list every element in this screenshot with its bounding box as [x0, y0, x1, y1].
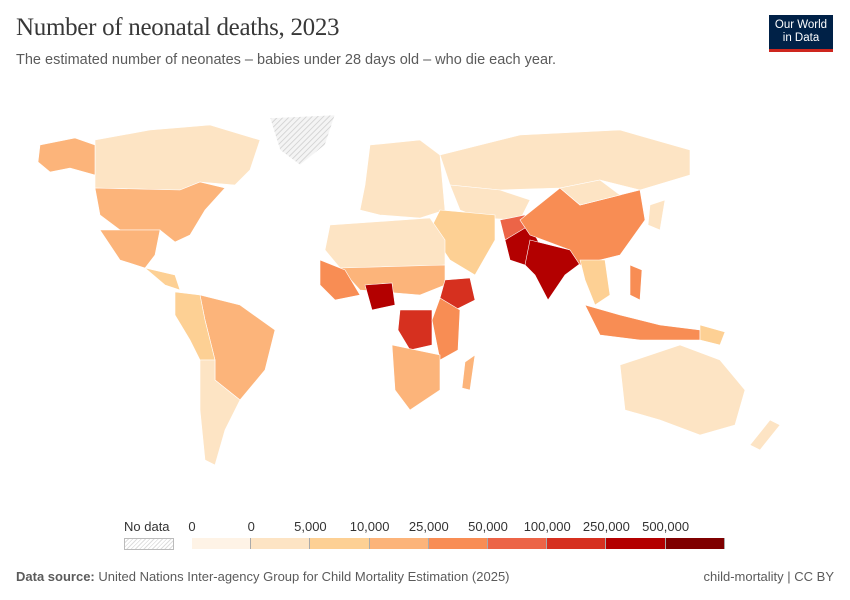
country-dr-congo[interactable] — [397, 309, 433, 351]
legend-bin[interactable] — [488, 538, 548, 549]
world-map — [37, 114, 781, 466]
source-text[interactable]: United Nations Inter-agency Group for Ch… — [98, 569, 510, 584]
country-indonesia[interactable] — [584, 304, 701, 341]
legend-no-data-label: No data — [124, 519, 170, 534]
legend-bin[interactable] — [665, 538, 725, 549]
country-australia[interactable] — [619, 344, 746, 436]
owid-logo[interactable]: Our World in Data — [769, 15, 833, 52]
source-label: Data source: — [16, 569, 95, 584]
country-madagascar[interactable] — [461, 354, 476, 391]
country-europe[interactable] — [359, 139, 446, 219]
legend-bin[interactable] — [428, 538, 488, 549]
legend-bin[interactable] — [251, 538, 311, 549]
country-mongolia[interactable] — [559, 179, 621, 206]
country-north-africa[interactable] — [324, 217, 446, 271]
country-southern-africa[interactable] — [391, 344, 441, 411]
license[interactable]: child-mortality | CC BY — [703, 569, 834, 584]
country-argentina-chile[interactable] — [199, 359, 241, 466]
legend-label: 25,000 — [408, 519, 449, 534]
legend-arrow-icon — [718, 538, 723, 549]
country-east-africa[interactable] — [431, 297, 461, 361]
legend-no-data-swatch[interactable] — [124, 538, 174, 550]
legend-label: 10,000 — [349, 519, 390, 534]
country-mexico[interactable] — [99, 229, 161, 269]
data-source: Data source: United Nations Inter-agency… — [16, 569, 510, 584]
legend-label: 500,000 — [642, 519, 690, 534]
legend-label: 0 — [247, 519, 255, 534]
country-ethiopia[interactable] — [439, 277, 476, 311]
legend-label: 5,000 — [294, 519, 327, 534]
country-west-africa[interactable] — [319, 259, 361, 301]
chart-title: Number of neonatal deaths, 2023 — [16, 14, 340, 41]
legend-label: 250,000 — [582, 519, 630, 534]
legend-bin[interactable] — [606, 538, 666, 549]
country-alaska[interactable] — [37, 137, 96, 176]
legend-bin[interactable] — [547, 538, 607, 549]
country-usa[interactable] — [94, 181, 226, 243]
country-nigeria[interactable] — [364, 282, 396, 311]
country-japan[interactable] — [647, 199, 666, 231]
legend: No data 0 0 5,000 10,000 25,000 50,000 100,000… — [0, 515, 850, 555]
legend-label: 0 — [188, 519, 196, 534]
country-papua-new-guinea[interactable] — [699, 324, 726, 346]
chart-subtitle: The estimated number of neonates – babie… — [16, 52, 557, 68]
legend-label: 100,000 — [523, 519, 571, 534]
country-central-america[interactable] — [144, 267, 181, 291]
legend-label: 50,000 — [468, 519, 508, 534]
country-greenland[interactable] — [269, 114, 336, 166]
country-canada[interactable] — [94, 124, 261, 191]
legend-bin[interactable] — [310, 538, 370, 549]
legend-bin[interactable] — [369, 538, 429, 549]
legend-bin[interactable] — [192, 538, 252, 549]
country-southeast-asia[interactable] — [579, 259, 611, 306]
country-new-zealand[interactable] — [749, 419, 781, 451]
country-philippines[interactable] — [629, 264, 643, 301]
country-russia[interactable] — [439, 129, 691, 191]
